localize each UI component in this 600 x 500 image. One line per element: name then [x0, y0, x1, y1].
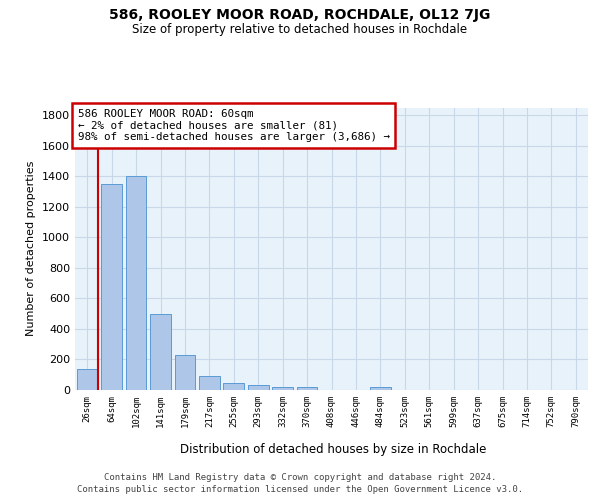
Bar [248, 386, 269, 390]
Bar [101, 184, 122, 390]
Bar [223, 382, 244, 390]
Text: 586, ROOLEY MOOR ROAD, ROCHDALE, OL12 7JG: 586, ROOLEY MOOR ROAD, ROCHDALE, OL12 7J… [109, 8, 491, 22]
Text: Size of property relative to detached houses in Rochdale: Size of property relative to detached ho… [133, 22, 467, 36]
Bar [77, 368, 98, 390]
Bar [125, 176, 146, 390]
Bar [296, 388, 317, 390]
Text: Contains public sector information licensed under the Open Government Licence v3: Contains public sector information licen… [77, 485, 523, 494]
Bar [199, 376, 220, 390]
Text: Contains HM Land Registry data © Crown copyright and database right 2024.: Contains HM Land Registry data © Crown c… [104, 472, 496, 482]
Text: 586 ROOLEY MOOR ROAD: 60sqm
← 2% of detached houses are smaller (81)
98% of semi: 586 ROOLEY MOOR ROAD: 60sqm ← 2% of deta… [77, 109, 389, 142]
Bar [175, 355, 196, 390]
Text: Distribution of detached houses by size in Rochdale: Distribution of detached houses by size … [180, 442, 486, 456]
Bar [370, 388, 391, 390]
Bar [150, 314, 171, 390]
Y-axis label: Number of detached properties: Number of detached properties [26, 161, 37, 336]
Bar [272, 386, 293, 390]
